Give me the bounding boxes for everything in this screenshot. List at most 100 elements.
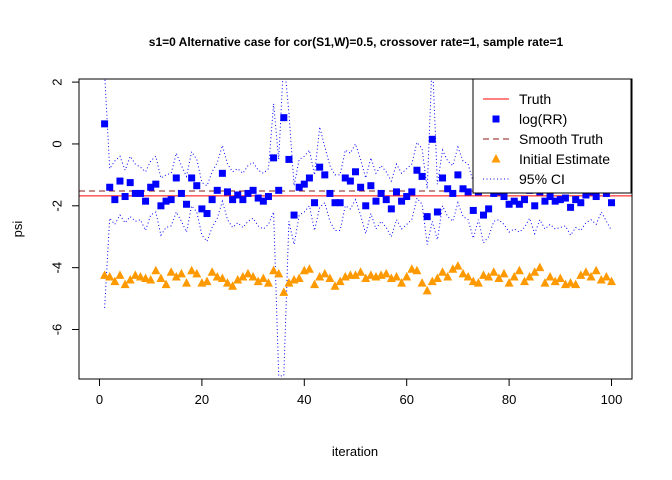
log-rr-point bbox=[357, 184, 364, 191]
log-rr-point bbox=[316, 164, 323, 171]
log-rr-point bbox=[372, 198, 379, 205]
log-rr-point bbox=[183, 201, 190, 208]
x-tick-label: 40 bbox=[297, 392, 311, 407]
log-rr-point bbox=[173, 174, 180, 181]
initial-estimate-point bbox=[295, 273, 304, 282]
x-tick-label: 80 bbox=[502, 392, 516, 407]
log-rr-point bbox=[434, 208, 441, 215]
log-rr-point bbox=[321, 171, 328, 178]
initial-estimate-point bbox=[453, 261, 462, 270]
log-rr-point bbox=[137, 190, 144, 197]
log-rr-point bbox=[291, 212, 298, 219]
initial-estimate-point bbox=[167, 267, 176, 276]
log-rr-point bbox=[449, 190, 456, 197]
initial-estimate-point bbox=[305, 264, 314, 273]
log-rr-point bbox=[383, 196, 390, 203]
log-rr-point bbox=[465, 188, 472, 195]
y-axis-label: psi bbox=[10, 221, 25, 238]
log-rr-point bbox=[326, 190, 333, 197]
log-rr-point bbox=[301, 181, 308, 188]
log-rr-point bbox=[388, 205, 395, 212]
log-rr-point bbox=[275, 187, 282, 194]
initial-estimate-point bbox=[182, 278, 191, 287]
log-rr-point bbox=[378, 190, 385, 197]
log-rr-point bbox=[280, 114, 287, 121]
initial-estimate-point bbox=[546, 272, 555, 281]
log-rr-point bbox=[250, 187, 257, 194]
initial-estimate-point bbox=[151, 266, 160, 275]
initial-estimate-point bbox=[356, 267, 365, 276]
initial-estimate-point bbox=[592, 266, 601, 275]
legend: Truthlog(RR)Smooth TruthInitial Estimate… bbox=[473, 79, 631, 193]
initial-estimate-point bbox=[499, 269, 508, 278]
initial-estimate-point bbox=[602, 272, 611, 281]
x-tick-label: 60 bbox=[399, 392, 413, 407]
initial-estimate-point bbox=[156, 273, 165, 282]
initial-estimate-point bbox=[438, 267, 447, 276]
log-rr-point bbox=[439, 174, 446, 181]
x-tick-label: 0 bbox=[96, 392, 103, 407]
y-tick-label: 2 bbox=[50, 78, 65, 85]
log-rr-point bbox=[577, 199, 584, 206]
log-rr-point bbox=[224, 188, 231, 195]
legend-label: Truth bbox=[519, 91, 551, 107]
log-rr-point bbox=[352, 168, 359, 175]
initial-estimate-point bbox=[208, 267, 217, 276]
initial-estimate-point bbox=[489, 267, 498, 276]
log-rr-point bbox=[152, 181, 159, 188]
initial-estimate-point bbox=[115, 270, 124, 279]
initial-estimate-point bbox=[320, 269, 329, 278]
ci-lower-line bbox=[105, 198, 612, 376]
initial-estimate-point bbox=[310, 280, 319, 289]
log-rr-point bbox=[470, 207, 477, 214]
log-rr-point bbox=[265, 193, 272, 200]
log-rr-point bbox=[521, 196, 528, 203]
y-tick-label: -2 bbox=[50, 200, 65, 212]
log-rr-point bbox=[424, 213, 431, 220]
log-rr-point bbox=[219, 170, 226, 177]
x-axis: 0 20 40 60 80 100 bbox=[96, 379, 623, 407]
log-rr-point bbox=[239, 196, 246, 203]
log-rr-point bbox=[362, 202, 369, 209]
log-rr-point bbox=[178, 190, 185, 197]
y-tick-label: -4 bbox=[50, 262, 65, 274]
x-tick-label: 20 bbox=[195, 392, 209, 407]
x-tick-label: 100 bbox=[601, 392, 623, 407]
initial-estimate-point bbox=[279, 287, 288, 296]
log-rr-point bbox=[285, 156, 292, 163]
log-rr-point bbox=[270, 154, 277, 161]
log-rr-point bbox=[567, 204, 574, 211]
log-rr-point bbox=[168, 196, 175, 203]
log-rr-point bbox=[485, 205, 492, 212]
log-rr-point bbox=[393, 188, 400, 195]
x-axis-label: iteration bbox=[332, 444, 378, 459]
legend-label: Smooth Truth bbox=[519, 131, 603, 147]
legend-label: log(RR) bbox=[519, 111, 567, 127]
initial-estimate-point bbox=[515, 266, 524, 275]
chart-title: s1=0 Alternative case for cor(S1,W)=0.5,… bbox=[149, 35, 564, 49]
log-rr-point bbox=[454, 171, 461, 178]
log-rr-point bbox=[106, 184, 113, 191]
log-rr-point bbox=[593, 193, 600, 200]
log-rr-point bbox=[347, 178, 354, 185]
initial-estimate-point bbox=[423, 286, 432, 295]
initial-estimate-point bbox=[392, 272, 401, 281]
log-rr-point bbox=[419, 173, 426, 180]
initial-estimate-point bbox=[203, 277, 212, 286]
y-tick-label: 0 bbox=[50, 140, 65, 147]
log-rr-point bbox=[204, 210, 211, 217]
log-rr-point bbox=[209, 196, 216, 203]
y-tick-label: -6 bbox=[50, 324, 65, 336]
initial-estimate-point bbox=[177, 269, 186, 278]
legend-label: 95% CI bbox=[519, 171, 565, 187]
log-rr-point bbox=[116, 178, 123, 185]
log-rr-point bbox=[101, 120, 108, 127]
log-rr-point bbox=[142, 198, 149, 205]
log-rr-point bbox=[408, 188, 415, 195]
log-rr-point bbox=[127, 179, 134, 186]
log-rr-point bbox=[111, 196, 118, 203]
log-rr-point bbox=[429, 136, 436, 143]
initial-estimate-point bbox=[418, 278, 427, 287]
log-rr-point bbox=[413, 167, 420, 174]
